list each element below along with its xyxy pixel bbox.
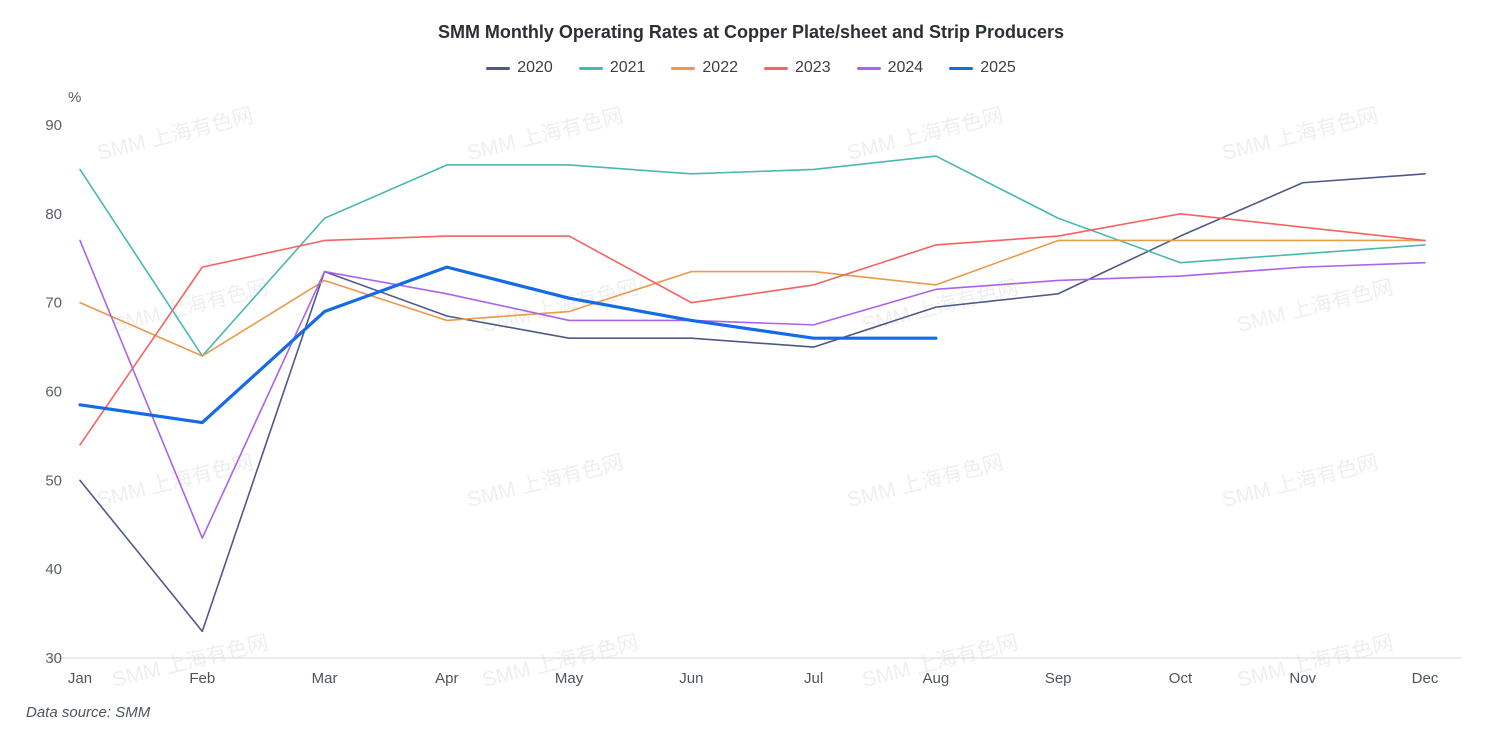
x-tick-label: Sep	[1045, 670, 1072, 687]
x-tick-label: Jan	[68, 670, 92, 687]
series-line-2021[interactable]	[79, 155, 1426, 357]
legend-item-2024[interactable]: 2024	[856, 59, 924, 77]
legend-marker-icon	[949, 66, 974, 70]
legend-item-2023[interactable]: 2023	[764, 59, 831, 77]
legend-item-2020[interactable]: 2020	[486, 59, 553, 77]
x-tick-label: Dec	[1412, 670, 1439, 687]
x-tick-label: Jul	[804, 670, 823, 687]
series-line-2023[interactable]	[79, 213, 1426, 446]
legend-marker-icon	[578, 66, 603, 70]
legend-marker-icon	[486, 66, 511, 70]
y-tick-label: 70	[45, 295, 62, 312]
legend-label: 2020	[517, 59, 553, 76]
legend-label: 2023	[795, 59, 831, 76]
x-tick-label: Aug	[923, 670, 950, 687]
legend-item-2022[interactable]: 2022	[671, 59, 738, 77]
legend-marker-icon	[764, 66, 788, 70]
chart-legend: 2020 2021 2022 2023 2024 2025	[0, 59, 1502, 77]
y-tick-label: 90	[45, 117, 62, 134]
legend-label: 2025	[980, 59, 1016, 76]
x-tick-label: Mar	[312, 670, 338, 687]
y-axis-unit-label: %	[68, 89, 82, 106]
legend-label: 2024	[887, 59, 924, 76]
legend-label: 2021	[609, 59, 646, 76]
legend-item-2021[interactable]: 2021	[578, 59, 646, 77]
y-tick-label: 50	[45, 472, 62, 489]
y-tick-label: 60	[45, 384, 62, 401]
y-tick-label: 80	[45, 206, 62, 223]
x-tick-label: Feb	[189, 670, 215, 687]
x-tick-label: Apr	[435, 670, 458, 687]
data-source-label: Data source: SMM	[26, 704, 151, 721]
legend-marker-icon	[856, 66, 881, 70]
x-tick-label: May	[555, 670, 584, 687]
series-line-2020[interactable]	[79, 173, 1426, 633]
series-line-2025[interactable]	[78, 265, 938, 425]
x-tick-label: Jun	[679, 670, 703, 687]
x-tick-label: Nov	[1289, 670, 1316, 687]
y-tick-label: 40	[45, 561, 62, 578]
chart-title: SMM Monthly Operating Rates at Copper Pl…	[437, 22, 1065, 42]
series-line-2022[interactable]	[79, 239, 1426, 357]
legend-item-2025[interactable]: 2025	[949, 59, 1016, 77]
legend-marker-icon	[671, 66, 696, 70]
y-tick-label: 30	[45, 650, 62, 667]
series-line-2024[interactable]	[79, 239, 1426, 539]
legend-label: 2022	[702, 59, 738, 76]
x-tick-label: Oct	[1169, 670, 1193, 687]
